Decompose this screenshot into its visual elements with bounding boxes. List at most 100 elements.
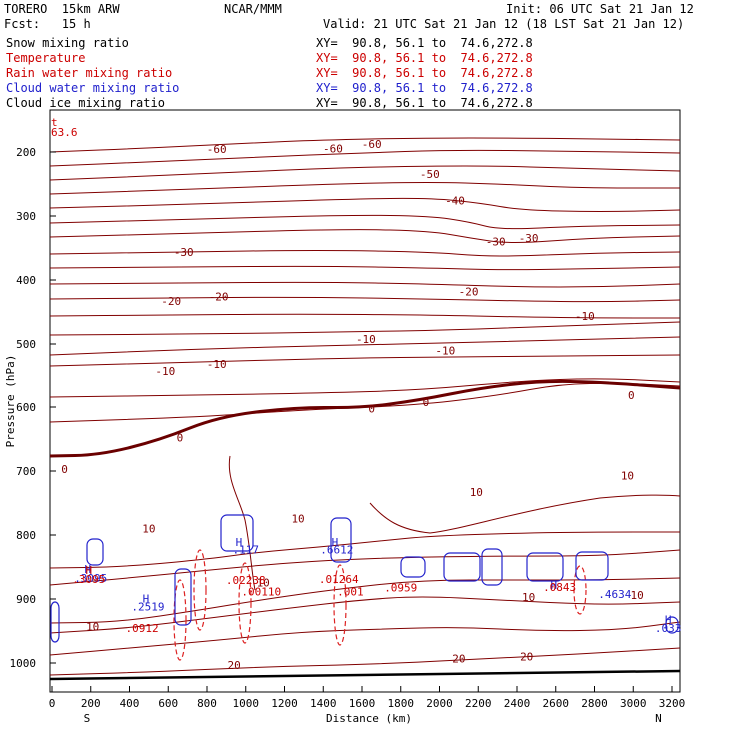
- temperature-isotherm: [49, 165, 681, 181]
- cloud-water-max-label: H: [236, 536, 243, 549]
- temperature-contour-label: -30: [519, 232, 539, 245]
- rain-water-max-label: .001: [337, 585, 364, 598]
- cloud-water-contour: [86, 538, 104, 566]
- temperature-contour-label: 10: [470, 486, 483, 499]
- legend-entry-name: Cloud ice mixing ratio: [6, 96, 165, 110]
- temperature-isotherm: [369, 494, 681, 534]
- rain-water-contour: [333, 564, 347, 646]
- temperature-isotherm: [49, 549, 681, 586]
- cloud-water-max-label: .3095: [74, 572, 107, 585]
- y-axis-tick-label: 800: [16, 529, 36, 542]
- y-axis-tick-label: 700: [16, 465, 36, 478]
- temperature-isotherm: [49, 250, 681, 257]
- x-axis-tick-label: 0: [49, 697, 56, 710]
- x-axis-tick-label: 3200: [659, 697, 686, 710]
- temperature-isotherm: [49, 137, 681, 153]
- cloud-water-max-label: H: [551, 579, 558, 592]
- cloud-water-contour: [400, 556, 426, 578]
- x-axis-tick-label: 3000: [620, 697, 647, 710]
- temperature-contour-label: 20: [228, 659, 241, 672]
- temperature-isotherm: [49, 596, 681, 634]
- rain-water-max-label: .0912: [126, 622, 159, 635]
- y-axis-tick-label: 300: [16, 210, 36, 223]
- cloud-water-contour: [443, 552, 481, 582]
- x-axis-tick-label: 1800: [388, 697, 415, 710]
- legend-entry-xy: XY= 90.8, 56.1 to 74.6,272.8: [316, 81, 533, 95]
- terrain-line: [49, 669, 681, 681]
- temperature-isotherm: [49, 197, 681, 212]
- rain-water-contour: [173, 579, 187, 661]
- temperature-contour-label: 10: [86, 621, 99, 634]
- temperature-contour-label: -20: [209, 291, 229, 304]
- temperature-isotherm: [49, 321, 681, 336]
- temperature-isotherm: [49, 214, 681, 230]
- x-axis-tick-label: 2000: [426, 697, 453, 710]
- temperature-isotherm: [49, 265, 681, 271]
- x-axis-tick-label: 2400: [504, 697, 531, 710]
- north-end-label: N: [655, 712, 662, 725]
- temperature-isotherm: [49, 182, 680, 195]
- cloud-water-max-label: .4634: [598, 588, 631, 601]
- legend-entry-xy: XY= 90.8, 56.1 to 74.6,272.8: [316, 96, 533, 110]
- temperature-isotherm: [49, 531, 680, 569]
- cloud-water-max-label: H: [665, 613, 672, 626]
- x-axis-tick-label: 2800: [581, 697, 608, 710]
- cloud-water-max-label: .117: [233, 544, 260, 557]
- cloud-water-max-label: H: [143, 592, 150, 605]
- temperature-isotherm: [49, 382, 681, 423]
- y-axis-tick-label: 500: [16, 338, 36, 351]
- temperature-contour-label: -10: [207, 358, 227, 371]
- corner-value-label: 63.6: [51, 126, 78, 139]
- org-label: NCAR/MMM: [224, 2, 282, 16]
- rain-water-contour: [238, 562, 252, 644]
- temperature-contour-label: 20: [452, 653, 465, 666]
- temperature-contour-label: -30: [174, 246, 194, 259]
- temperature-isotherm: [49, 621, 681, 656]
- x-axis-tick-label: 200: [81, 697, 101, 710]
- temperature-contour-label: 10: [631, 589, 644, 602]
- temperature-contour-label: -50: [420, 168, 440, 181]
- legend-entry-xy: XY= 90.8, 56.1 to 74.6,272.8: [316, 66, 533, 80]
- y-axis-tick-label: 400: [16, 274, 36, 287]
- temperature-contour-label: -10: [356, 333, 376, 346]
- cloud-water-max-label: .6612: [320, 544, 353, 557]
- temperature-contour-label: -10: [575, 310, 595, 323]
- init-time: Init: 06 UTC Sat 21 Jan 12: [506, 2, 694, 16]
- temperature-contour-label: -20: [459, 286, 479, 299]
- x-axis-tick-label: 1600: [349, 697, 376, 710]
- temperature-contour-label: 20: [520, 651, 533, 664]
- cloud-water-contour: [665, 616, 679, 634]
- temperature-contour-label: 10: [257, 576, 270, 589]
- rain-water-max-label: .3095: [72, 573, 105, 586]
- x-axis-tick-label: 600: [158, 697, 178, 710]
- forecast-hour: Fcst: 15 h: [4, 17, 91, 31]
- legend-entry-xy: XY= 90.8, 56.1 to 74.6,272.8: [316, 51, 533, 65]
- temperature-contour-label: -10: [435, 344, 455, 357]
- corner-prefix: t: [51, 116, 58, 129]
- rain-water-max-label: .0843: [543, 581, 576, 594]
- temperature-isotherm: [49, 647, 681, 676]
- temperature-isotherm: [49, 281, 681, 288]
- temperature-isotherm: [49, 296, 681, 303]
- cloud-water-max-label: H: [85, 563, 92, 576]
- rain-water-contour: [193, 549, 207, 631]
- rain-water-max-label: .00110: [241, 585, 281, 598]
- x-axis-tick-label: 2200: [465, 697, 492, 710]
- temperature-contour-label: 10: [522, 591, 535, 604]
- x-axis-label: Distance (km): [326, 712, 412, 725]
- temperature-contour-label: 10: [142, 523, 155, 536]
- cloud-water-contour: [220, 514, 254, 552]
- y-axis-tick-label: 1000: [10, 657, 37, 670]
- temperature-contour-label: 10: [621, 469, 634, 482]
- temperature-contour-label: -60: [207, 143, 227, 156]
- valid-time: Valid: 21 UTC Sat 21 Jan 12 (18 LST Sat …: [323, 17, 685, 31]
- cloud-water-contour: [575, 551, 609, 581]
- temperature-isotherm: [228, 455, 256, 591]
- model-title: TORERO 15km ARW: [4, 2, 120, 16]
- y-axis-label: Pressure (hPa): [4, 355, 17, 448]
- temperature-isotherm: [49, 313, 680, 319]
- temperature-contour-label: -40: [445, 195, 465, 208]
- temperature-contour-label: 0: [628, 389, 635, 402]
- cloud-water-contour: [50, 601, 60, 643]
- cloud-water-max-label: H: [332, 536, 339, 549]
